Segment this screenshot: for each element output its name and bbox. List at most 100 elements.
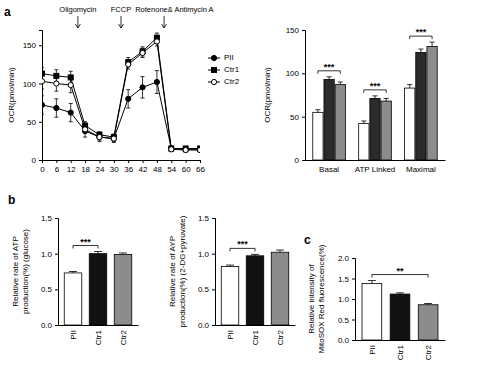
x-axis-tick: 0	[40, 160, 45, 174]
legend-item: PII	[208, 53, 234, 62]
data-point	[97, 134, 102, 139]
data-point	[197, 147, 200, 152]
tick-label: 48	[153, 165, 162, 174]
tick-mark	[99, 160, 100, 163]
x-axis-tick: PII	[226, 325, 235, 340]
tick-label: 100	[23, 80, 37, 89]
data-point	[169, 146, 174, 151]
y-axis-line	[39, 31, 43, 161]
data-point	[42, 102, 45, 107]
tick-mark	[39, 122, 42, 123]
y-axis-tick: 1.0	[198, 250, 215, 259]
data-point	[111, 136, 116, 141]
y-axis-tick: 50	[27, 118, 42, 127]
data-point	[111, 136, 116, 141]
tick-mark	[352, 320, 355, 321]
y-axis-tick: 0.5	[41, 285, 58, 294]
data-point	[126, 62, 131, 67]
plot-area	[64, 252, 132, 325]
tick-mark	[302, 30, 305, 31]
tick-label: 54	[167, 165, 176, 174]
error-bar	[97, 132, 101, 141]
bar	[418, 305, 438, 340]
error-bar	[372, 96, 377, 99]
data-point	[197, 147, 200, 152]
y-axis-tick: 0.0	[338, 336, 355, 345]
tick-mark	[55, 254, 58, 255]
data-point	[169, 147, 174, 152]
tick-mark	[55, 325, 58, 326]
error-bar	[407, 85, 412, 88]
tick-mark	[212, 325, 215, 326]
tick-label: 100	[286, 69, 300, 78]
data-point	[42, 79, 45, 84]
significance-label: **	[396, 266, 404, 276]
y-axis-title: production(%) (2-DG+pyruvate)	[178, 215, 187, 327]
error-bar	[42, 96, 44, 114]
y-axis-line	[55, 219, 59, 326]
data-point	[169, 146, 174, 151]
tick-mark	[352, 299, 355, 300]
tick-label: 50	[290, 113, 299, 122]
tick-label: 30	[110, 165, 119, 174]
y-axis-title: OCR(pmol/min)	[7, 67, 16, 123]
y-axis: 0 50 100 150	[23, 31, 43, 166]
x-axis-tick: 54	[167, 160, 176, 174]
tick-mark	[302, 117, 305, 118]
tick-mark	[352, 258, 355, 259]
y-axis-tick: 0.5	[198, 285, 215, 294]
tick-label: 2.0	[338, 254, 350, 263]
error-bar	[69, 77, 73, 92]
tick-label: PII	[226, 330, 235, 340]
x-axis-tick: 48	[153, 160, 162, 174]
tick-label: Ctr1	[94, 329, 103, 345]
error-bar	[430, 42, 435, 46]
legend-marker	[211, 79, 216, 84]
y-axis-tick: 1.5	[41, 214, 58, 223]
y-axis-tick: 2.0	[338, 254, 355, 263]
y-axis-title: Relative intensity of	[307, 264, 316, 334]
x-axis-tick: 6	[55, 160, 60, 174]
legend-item: Ctr1	[208, 65, 240, 74]
error-bar	[141, 48, 145, 57]
annotation: FCCP	[111, 5, 131, 14]
legend-item: Ctr2	[208, 77, 240, 86]
tick-label: 150	[286, 26, 300, 35]
y-axis-title: production(%) (glucose)	[21, 229, 30, 314]
bar	[89, 254, 107, 325]
x-axis-tick: Maximal	[406, 160, 436, 174]
tick-label: 0	[40, 165, 45, 174]
y-axis-tick: 0.0	[198, 321, 215, 330]
error-bar	[97, 134, 101, 140]
error-bar	[155, 71, 159, 94]
y-axis-title: Relative rate of AYP	[168, 236, 177, 307]
y-axis-tick: 0.0	[41, 321, 58, 330]
tick-label: 50	[27, 118, 36, 127]
y-axis-tick: 150	[23, 41, 42, 50]
error-bar	[69, 103, 73, 121]
data-point	[140, 85, 145, 90]
annotation-arrow	[119, 16, 124, 28]
annotation: Oligomycin	[59, 5, 96, 14]
x-axis-line	[43, 161, 201, 164]
tick-mark	[171, 160, 172, 163]
data-point	[54, 81, 59, 86]
significance-label: ***	[370, 81, 381, 91]
y-axis-tick: 0	[295, 156, 305, 165]
x-axis-tick: Ctr2	[276, 325, 285, 345]
error-bar	[155, 37, 159, 46]
y-axis-tick: 1.0	[338, 295, 355, 304]
x-axis-tick: 36	[124, 160, 133, 174]
tick-label: 1.0	[198, 250, 210, 259]
legend-marker	[211, 55, 216, 60]
tick-label: PII	[69, 330, 78, 340]
y-axis-line	[352, 259, 356, 341]
y-axis-title: OCR(pmol/min)	[263, 67, 272, 123]
data-point	[154, 79, 159, 84]
x-axis-line	[59, 325, 139, 326]
bar	[335, 85, 345, 160]
y-axis-tick: 0.5	[338, 316, 355, 325]
tick-label: 0	[32, 156, 37, 165]
tick-mark	[200, 160, 201, 163]
tick-label: Ctr1	[396, 344, 405, 360]
